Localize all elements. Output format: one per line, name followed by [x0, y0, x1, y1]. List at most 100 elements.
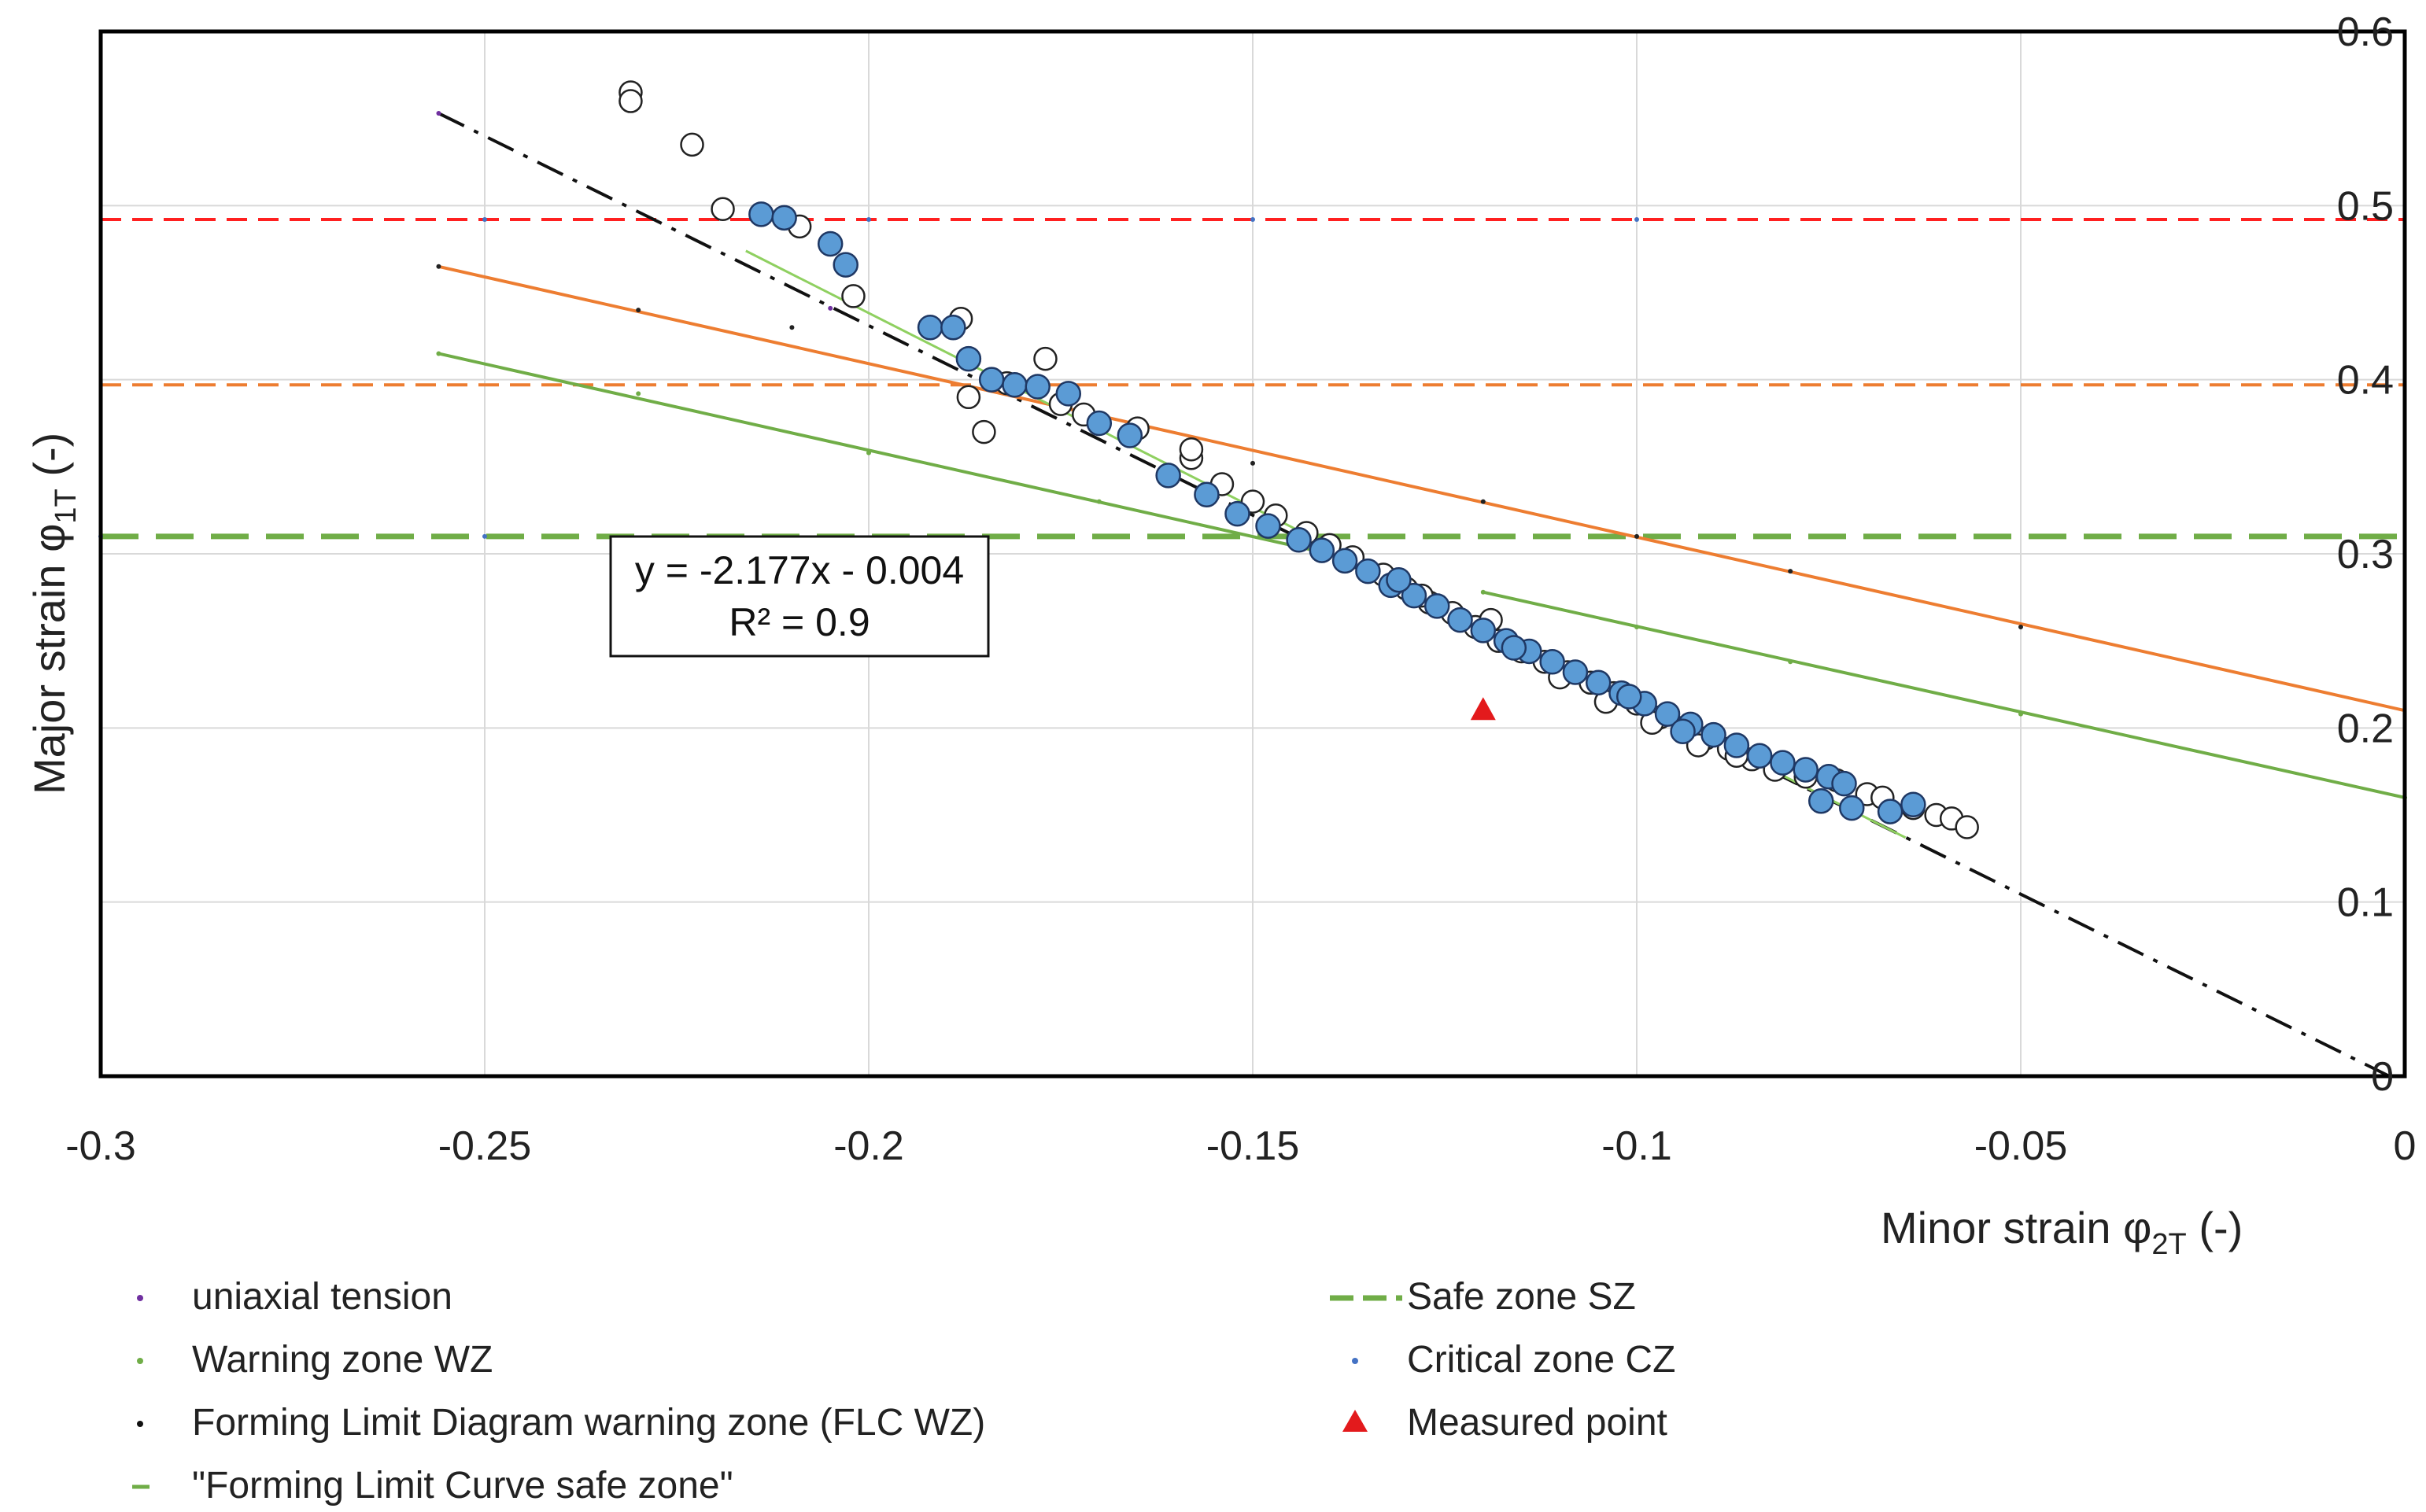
filled-point	[1539, 648, 1565, 675]
legend-symbol	[137, 1421, 143, 1427]
filled-point	[1770, 750, 1796, 776]
annotation-box	[609, 535, 990, 658]
plot-frame	[98, 29, 2407, 1079]
line-marker	[1480, 499, 1486, 504]
legend-label: uniaxial tension	[192, 1276, 452, 1318]
filled-point	[955, 345, 982, 372]
legend-symbol	[137, 1295, 143, 1301]
filled-point	[748, 201, 774, 227]
filled-point	[1286, 527, 1312, 553]
filled-point	[1723, 732, 1750, 758]
filled-point	[1831, 770, 1857, 797]
line-marker	[436, 351, 441, 356]
legend-symbol	[1352, 1358, 1358, 1364]
filled-point	[1562, 659, 1589, 685]
y-axis-title: Major strain φ1T (-)	[24, 433, 83, 795]
y-tick-label: 0.5	[2337, 183, 2394, 229]
filled-point	[1025, 374, 1051, 400]
filled-point	[1501, 635, 1527, 661]
line-marker	[636, 308, 641, 313]
legend-label: "Forming Limit Curve safe zone"	[192, 1465, 733, 1506]
line-marker	[2018, 711, 2023, 717]
legend-label: Warning zone WZ	[192, 1339, 493, 1381]
x-tick-label: -0.3	[65, 1123, 136, 1169]
legend-label: Measured point	[1407, 1402, 1667, 1444]
line-marker	[1096, 499, 1102, 504]
filled-point	[1002, 372, 1028, 398]
open-point	[1033, 346, 1058, 371]
line-marker	[2018, 624, 2023, 629]
legend-label: Forming Limit Diagram warning zone (FLC …	[192, 1402, 985, 1444]
measured-point	[1470, 697, 1496, 721]
open-point	[972, 419, 996, 444]
y-tick-label: 0.6	[2337, 9, 2394, 55]
line-marker	[1250, 217, 1255, 223]
filled-point	[1700, 721, 1726, 748]
x-tick-label: -0.05	[1974, 1123, 2068, 1169]
legend: uniaxial tension Warning zone WZ Forming L…	[132, 1276, 1675, 1506]
filled-point	[1877, 798, 1904, 824]
filled-point	[1086, 410, 1113, 437]
tick-labels: -0.3 -0.25 -0.2 -0.15 -0.1 -0.05 00 0.1 0.2 0.3 0.…	[65, 9, 2416, 1169]
filled-point	[1155, 463, 1181, 489]
filled-point	[978, 367, 1005, 393]
filled-point	[833, 252, 859, 278]
line-marker	[482, 217, 487, 223]
filled-point	[1194, 481, 1220, 507]
trend-equation: y = -2.177x - 0.004	[635, 548, 964, 592]
y-tick-label: 0.1	[2337, 880, 2394, 926]
x-tick-label: -0.1	[1601, 1123, 1672, 1169]
filled-point	[817, 230, 844, 257]
line-marker	[1634, 217, 1639, 223]
grid	[100, 31, 2406, 1077]
line-marker	[1788, 569, 1793, 574]
filled-point	[940, 315, 966, 341]
open-point	[619, 89, 643, 113]
open-point	[1955, 815, 1979, 839]
filled-point	[1117, 422, 1143, 448]
filled-point	[1900, 791, 1926, 817]
filled-point	[1386, 566, 1412, 593]
x-axis-title: Minor strain φ2T (-)	[1881, 1203, 2243, 1261]
x-tick-label: -0.25	[438, 1123, 532, 1169]
x-tick-label: 0	[2394, 1123, 2417, 1169]
line-marker	[828, 305, 833, 311]
flc-safe-line-upper	[438, 352, 1331, 555]
measured-point-layer	[1470, 697, 1496, 721]
filled-point	[1793, 757, 1819, 783]
open-point	[1179, 437, 1204, 462]
filled-point	[1401, 582, 1427, 609]
legend-label: Safe zone SZ	[1407, 1276, 1636, 1318]
line-marker	[866, 450, 871, 455]
line-marker	[436, 264, 441, 269]
filled-point	[1309, 537, 1335, 563]
line-marker	[789, 325, 795, 330]
filled-point	[1055, 381, 1082, 407]
line-marker	[1634, 624, 1639, 629]
filled-point	[1423, 593, 1450, 619]
filled-point	[1585, 669, 1612, 696]
filled-point	[1255, 513, 1281, 539]
line-marker	[1250, 460, 1255, 466]
line-marker	[1788, 659, 1793, 665]
filled-point	[1807, 788, 1834, 814]
filled-point	[917, 315, 943, 341]
y-tick-label: 0.3	[2337, 532, 2394, 577]
flc-warning-line	[438, 264, 2406, 713]
filled-point	[1839, 795, 1865, 821]
legend-label: Critical zone CZ	[1407, 1339, 1675, 1381]
filled-point	[1654, 701, 1681, 727]
filled-point	[1447, 607, 1473, 633]
filled-point	[1331, 548, 1358, 574]
filled-point	[1224, 500, 1250, 527]
x-tick-label: -0.15	[1206, 1123, 1300, 1169]
y-tick-label: 0	[2371, 1054, 2394, 1100]
line-marker	[482, 533, 487, 539]
line-marker	[636, 391, 641, 396]
y-tick-label: 0.4	[2337, 358, 2394, 404]
filled-point	[1746, 743, 1773, 769]
line-marker	[866, 217, 871, 223]
filled-point	[1670, 718, 1696, 745]
trend-annotation: y = -2.177x - 0.004 R² = 0.9	[609, 535, 990, 658]
